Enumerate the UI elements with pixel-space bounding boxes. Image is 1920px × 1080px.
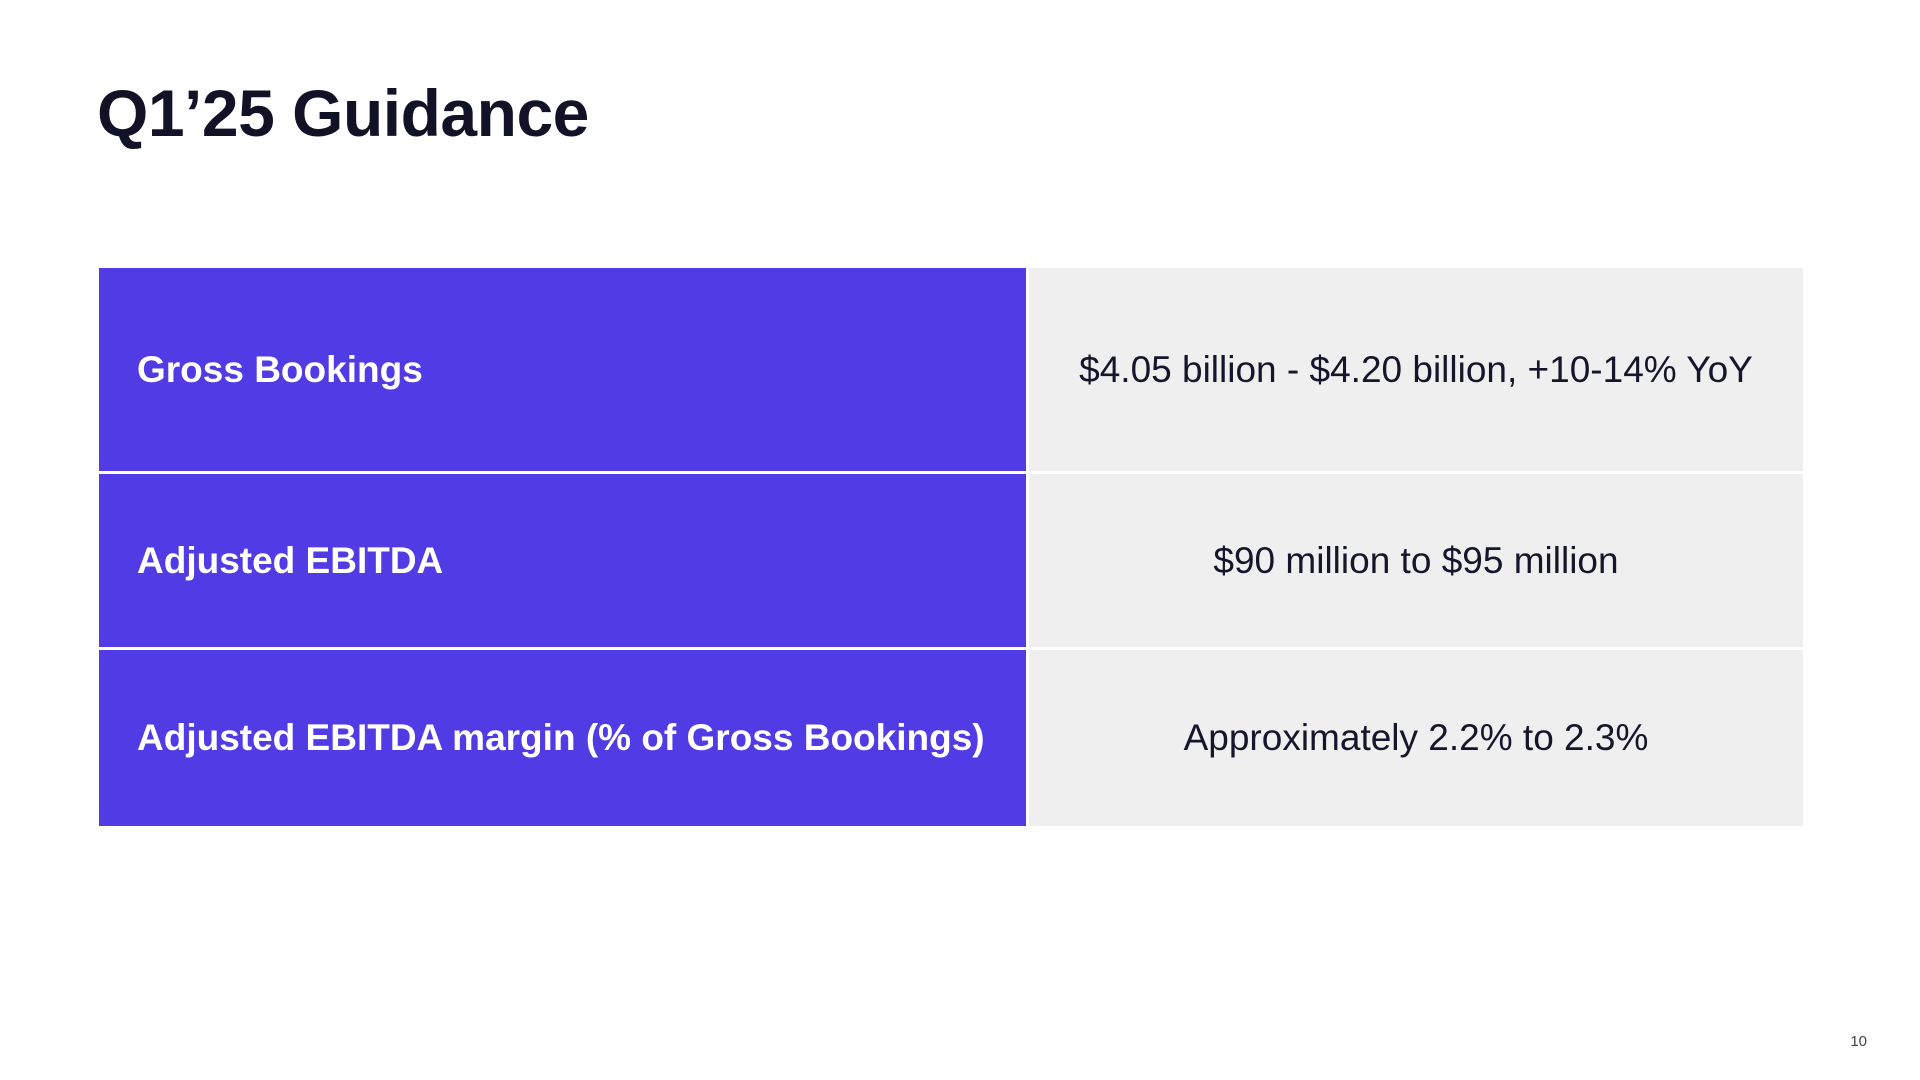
page-title: Q1’25 Guidance [97,76,589,150]
guidance-table: Gross Bookings $4.05 billion - $4.20 bil… [99,268,1803,826]
page-number: 10 [1850,1033,1867,1050]
metric-value-gross-bookings: $4.05 billion - $4.20 billion, +10-14% Y… [1029,268,1803,471]
metric-label-adjusted-ebitda: Adjusted EBITDA [99,474,1026,647]
metric-label-adjusted-ebitda-margin: Adjusted EBITDA margin (% of Gross Booki… [99,650,1026,826]
metric-value-adjusted-ebitda-margin: Approximately 2.2% to 2.3% [1029,650,1803,826]
metric-label-gross-bookings: Gross Bookings [99,268,1026,471]
metric-value-adjusted-ebitda: $90 million to $95 million [1029,474,1803,647]
